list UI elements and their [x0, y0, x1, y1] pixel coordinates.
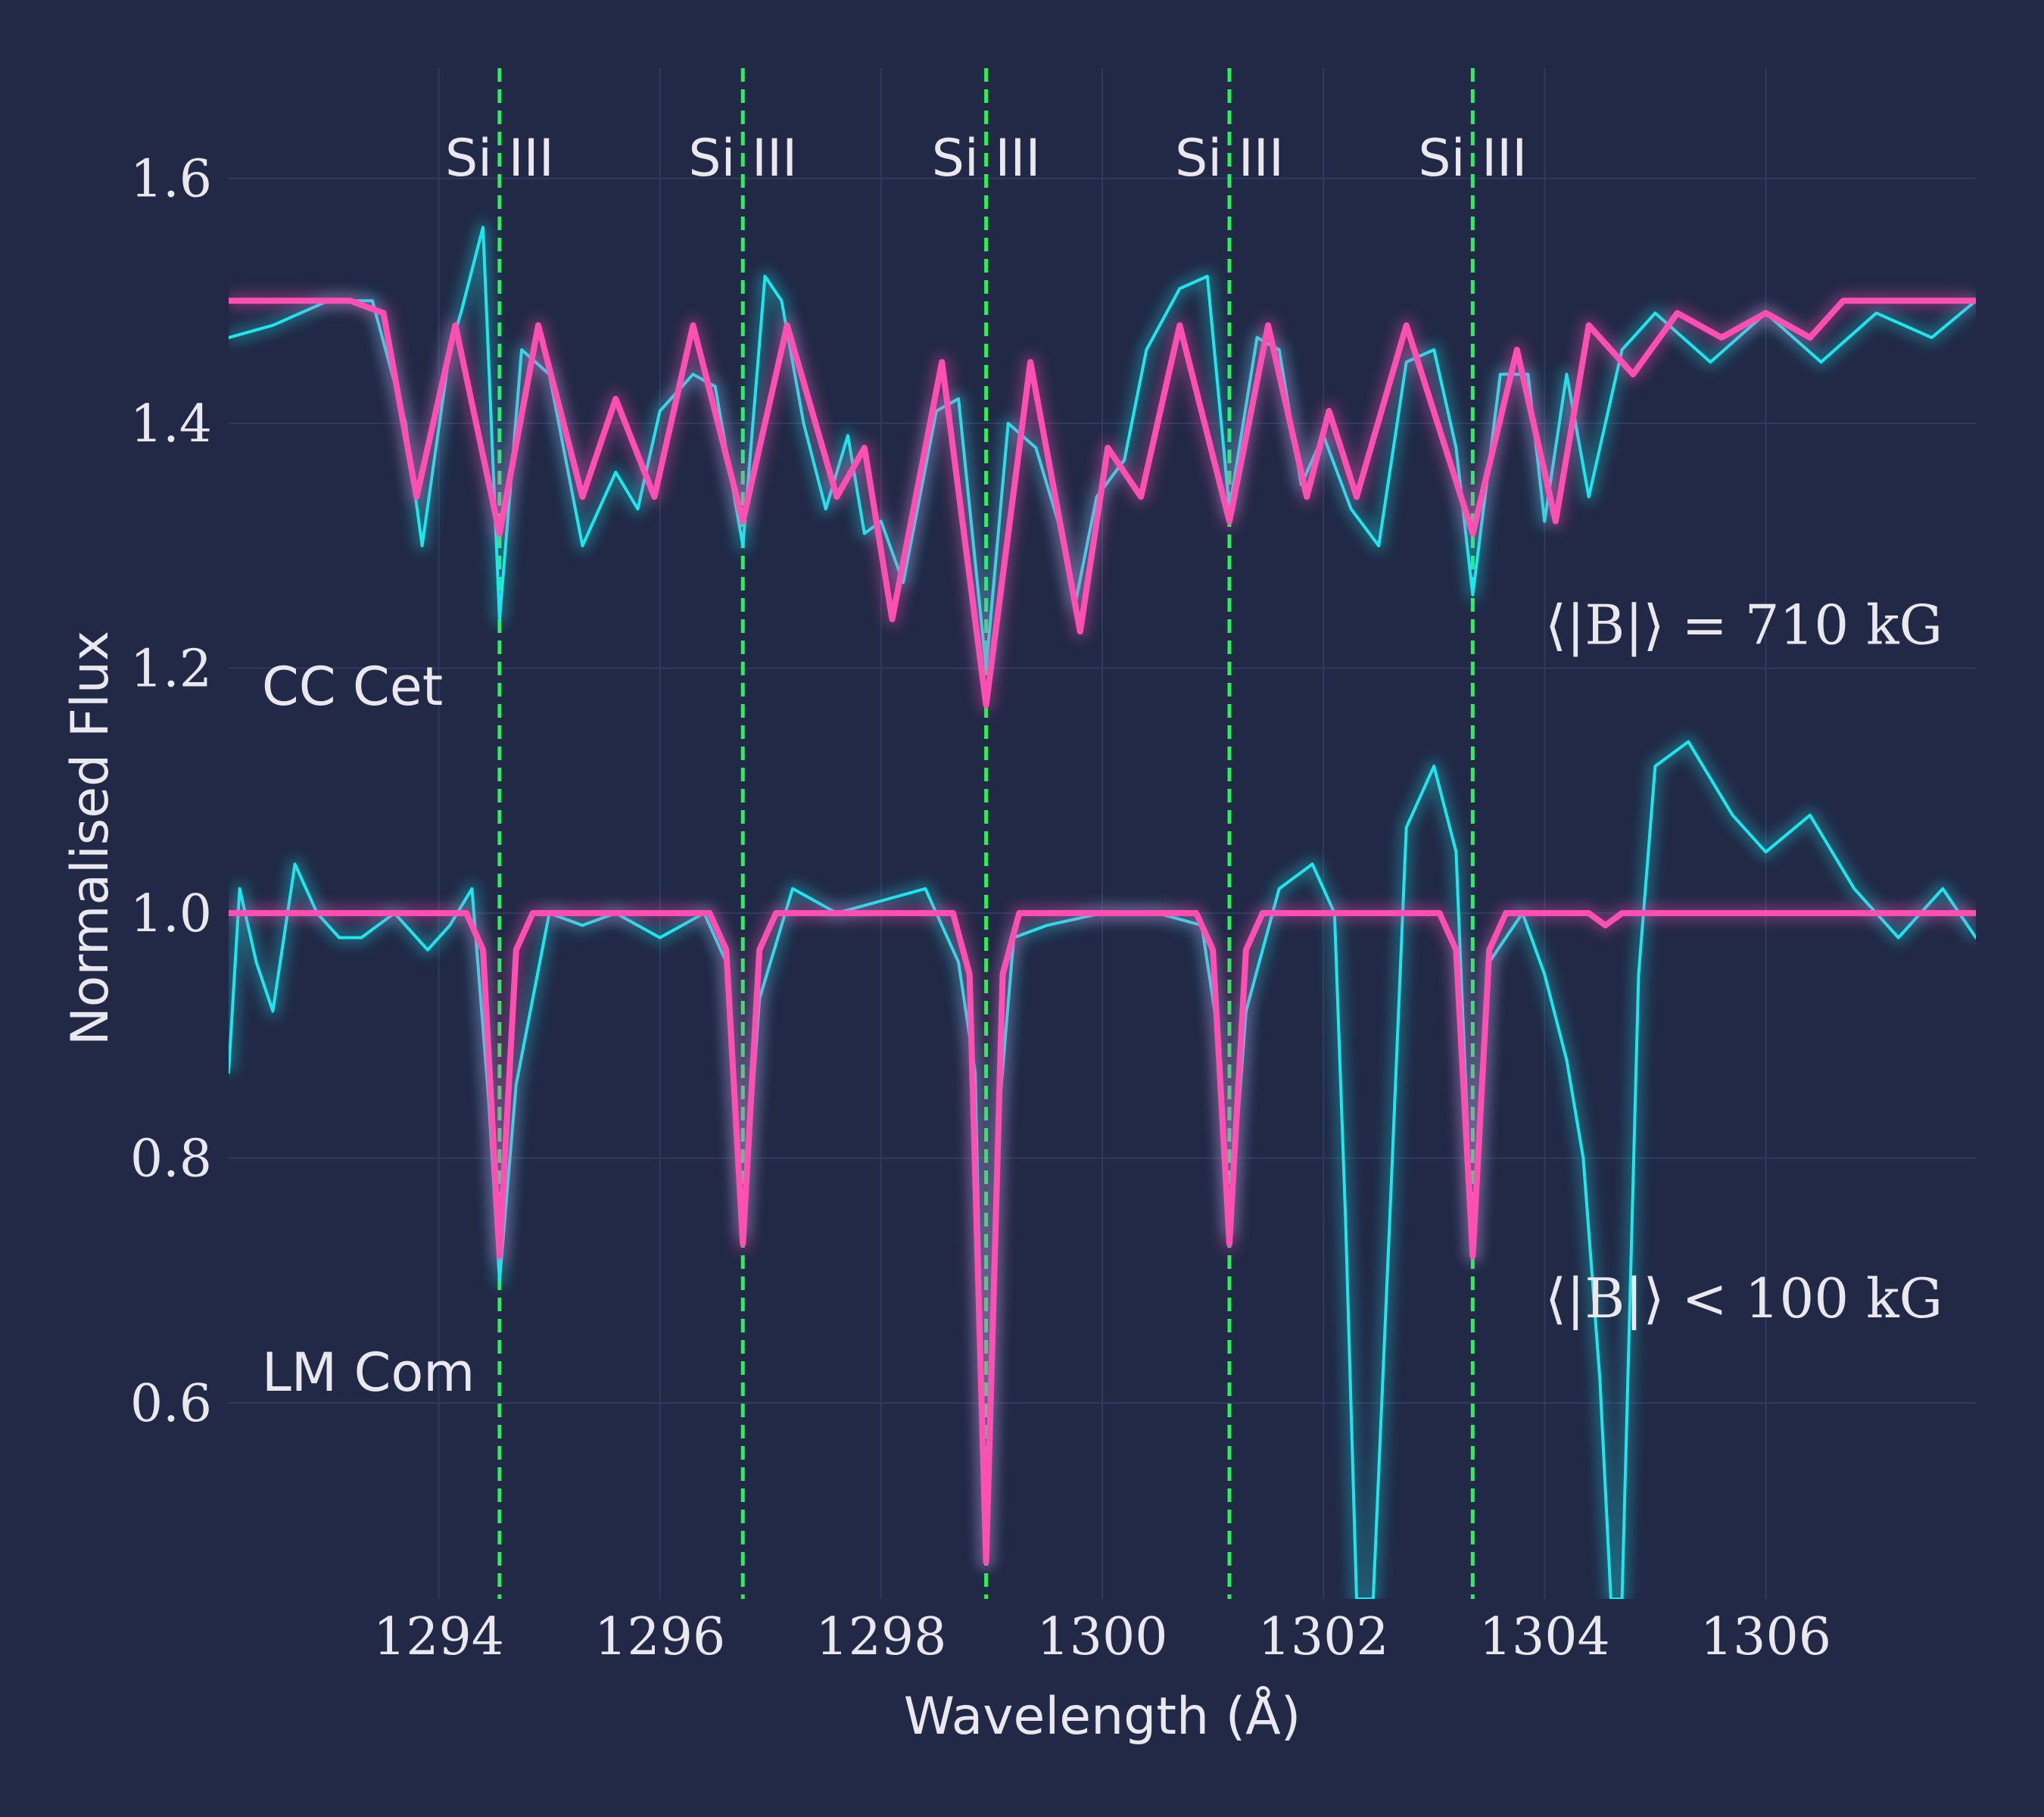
star-name-label: LM Com: [262, 1342, 475, 1404]
si-iii-label: Si III: [1175, 129, 1284, 189]
si-iii-label: Si III: [445, 129, 554, 189]
star-name-label: CC Cet: [262, 656, 443, 718]
x-tick-labels: 1294 1296 1298 1300 1302 1304 1306: [373, 1607, 1831, 1667]
series-group: [229, 221, 1976, 1599]
x-axis-label: Wavelength (Å): [904, 1685, 1301, 1747]
field-strength-label: ⟨|B|⟩ < 100 kG: [1545, 1267, 1943, 1330]
x-tick-label: 1296: [594, 1607, 725, 1667]
x-tick-label: 1306: [1700, 1607, 1831, 1667]
x-tick-label: 1304: [1479, 1607, 1610, 1667]
y-tick-labels: 0.6 0.8 1.0 1.2 1.4 1.6: [130, 150, 212, 1435]
y-tick-label: 1.0: [130, 884, 212, 944]
x-tick-label: 1300: [1036, 1607, 1167, 1667]
model-series-line-1: [229, 298, 1976, 709]
si-iii-label: Si III: [1418, 129, 1527, 189]
y-axis-label: Normalised Flux: [61, 631, 120, 1046]
si-iii-label: Si III: [932, 129, 1041, 189]
y-tick-label: 1.6: [130, 150, 212, 210]
y-tick-label: 1.4: [130, 394, 212, 454]
annotations: CC Cet LM Com ⟨|B|⟩ = 710 kG ⟨|B|⟩ < 100 kG: [262, 593, 1943, 1404]
si-iii-label: Si III: [688, 129, 797, 189]
model-series-line-3: [229, 910, 1976, 1566]
x-tick-label: 1302: [1258, 1607, 1389, 1667]
field-strength-label: ⟨|B|⟩ = 710 kG: [1545, 593, 1943, 656]
y-tick-label: 0.6: [130, 1374, 212, 1434]
y-tick-label: 0.8: [130, 1130, 212, 1189]
x-tick-label: 1294: [373, 1607, 504, 1667]
line-labels: Si III Si III Si III Si III Si III: [445, 129, 1527, 189]
x-tick-label: 1298: [815, 1607, 946, 1667]
y-tick-label: 1.2: [130, 640, 212, 700]
